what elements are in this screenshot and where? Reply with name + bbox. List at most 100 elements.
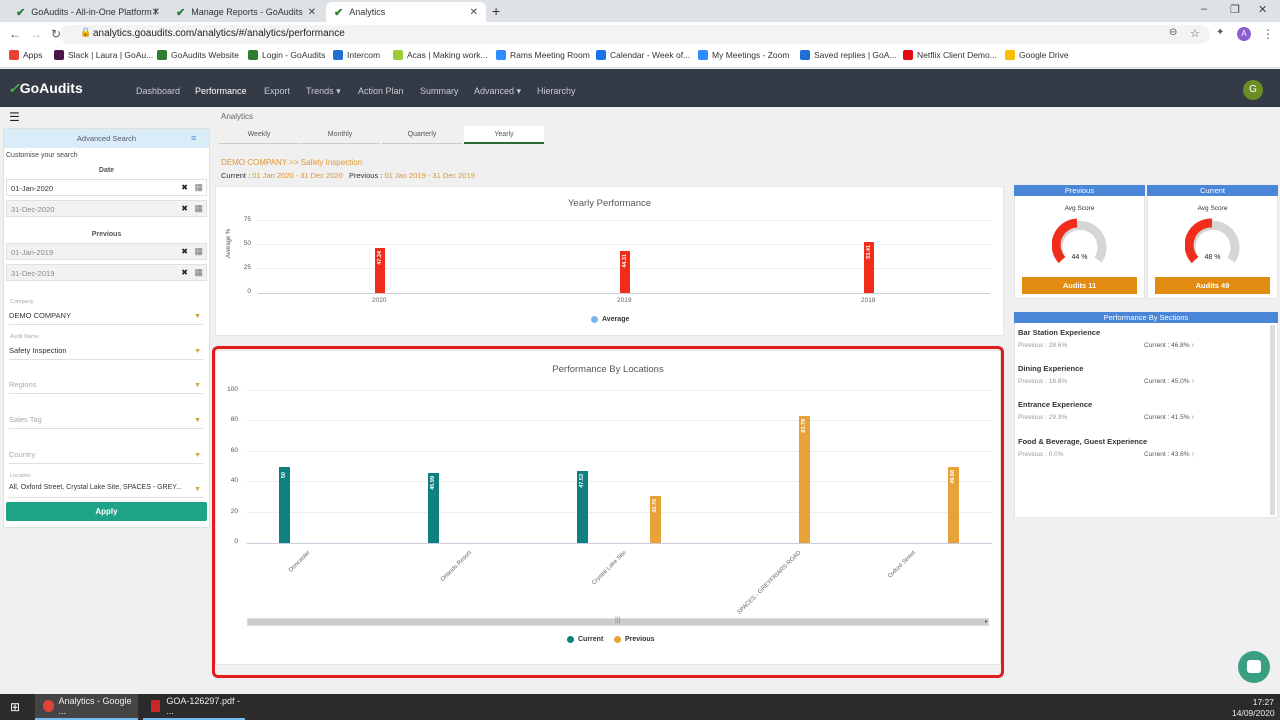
arrow-up-icon: ↑ bbox=[1191, 414, 1195, 421]
legend-dot-icon bbox=[591, 316, 598, 323]
clear-icon[interactable]: ✖ bbox=[181, 247, 188, 256]
extensions-icon[interactable]: ✦ bbox=[1216, 27, 1225, 38]
tab-weekly[interactable]: Weekly bbox=[219, 126, 299, 144]
current-audits-button[interactable]: Audits 49 bbox=[1155, 277, 1270, 294]
chat-launcher-icon[interactable] bbox=[1238, 651, 1270, 683]
scroll-right-icon[interactable]: ▸ bbox=[985, 619, 989, 625]
calendar-icon[interactable]: ▦ bbox=[194, 267, 203, 277]
country-select[interactable]: Country ▼ bbox=[9, 450, 203, 464]
regions-select[interactable]: Regions ▼ bbox=[9, 380, 203, 394]
calendar-icon[interactable]: ▦ bbox=[194, 182, 203, 192]
tab-yearly[interactable]: Yearly bbox=[464, 126, 544, 144]
chart-title: Performance By Locations bbox=[552, 364, 664, 375]
nav-trends[interactable]: Trends ▾ bbox=[306, 86, 341, 96]
bookmark[interactable]: Slack | Laura | GoAu... bbox=[54, 50, 153, 60]
pdf-icon bbox=[151, 700, 161, 712]
prev-from-field[interactable]: 01-Jan-2019 ✖ ▦ bbox=[6, 243, 207, 260]
browser-tab[interactable]: ✔ Manage Reports - GoAudits ✕ bbox=[176, 6, 316, 19]
tab-monthly[interactable]: Monthly bbox=[300, 126, 380, 144]
bar-2020[interactable]: 47.34 bbox=[375, 248, 385, 293]
bookmark[interactable]: Calendar - Week of... bbox=[596, 50, 690, 60]
forward-icon[interactable]: → bbox=[30, 27, 42, 41]
bookmark[interactable]: Intercom bbox=[333, 50, 380, 60]
filter-icon[interactable]: ≡ bbox=[191, 133, 197, 143]
profile-avatar[interactable]: A bbox=[1237, 27, 1251, 41]
browser-tab[interactable]: ✔ GoAudits - All-in-One Platform f ✕ bbox=[16, 6, 160, 19]
calendar-icon[interactable]: ▦ bbox=[194, 246, 203, 256]
previous-audits-button[interactable]: Audits 11 bbox=[1022, 277, 1137, 294]
nav-advanced[interactable]: Advanced ▾ bbox=[474, 86, 522, 96]
legend-dot-icon bbox=[614, 636, 621, 643]
bar-current-doncaster[interactable]: 50 bbox=[279, 467, 290, 543]
system-clock[interactable]: 17:27 14/09/2020 bbox=[1232, 697, 1275, 718]
nav-performance[interactable]: Performance bbox=[195, 86, 247, 96]
hamburger-menu-icon[interactable]: ☰ bbox=[9, 110, 20, 124]
advanced-search-header[interactable]: Advanced Search bbox=[4, 129, 209, 148]
zoom-app-icon bbox=[496, 50, 506, 60]
bar-2018[interactable]: 53.41 bbox=[864, 242, 874, 293]
apply-button[interactable]: Apply bbox=[6, 502, 207, 521]
legend-average[interactable]: Average bbox=[591, 316, 629, 323]
nav-hierarchy[interactable]: Hierarchy bbox=[537, 86, 576, 96]
bar-previous-crystal-lake[interactable]: 30.75 bbox=[650, 496, 661, 543]
company-select[interactable]: DEMO COMPANY ▼ bbox=[9, 311, 203, 325]
close-tab-icon[interactable]: ✕ bbox=[307, 6, 316, 18]
clear-icon[interactable]: ✖ bbox=[181, 268, 188, 277]
chart-scrollbar[interactable]: ||| bbox=[247, 617, 989, 626]
nav-export[interactable]: Export bbox=[264, 86, 291, 96]
bookmark[interactable]: Rams Meeting Room bbox=[496, 50, 590, 60]
date-from-field[interactable]: 01-Jan-2020 ✖ ▦ bbox=[6, 179, 207, 196]
bookmark[interactable]: Acas | Making work... bbox=[393, 50, 488, 60]
taskbar-chrome[interactable]: Analytics - Google ... bbox=[35, 694, 138, 720]
bookmark[interactable]: Netflix Client Demo... bbox=[903, 50, 997, 60]
back-icon[interactable]: ← bbox=[9, 27, 21, 41]
sections-scrollbar[interactable] bbox=[1270, 325, 1275, 515]
close-window-button[interactable]: ✕ bbox=[1258, 4, 1268, 16]
calendar-icon[interactable]: ▦ bbox=[194, 203, 203, 213]
audit-name-label: Audit Name bbox=[10, 334, 39, 340]
url-input[interactable]: analytics.goaudits.com/analytics/#/analy… bbox=[60, 25, 1210, 44]
nav-action-plan[interactable]: Action Plan bbox=[358, 86, 404, 96]
windows-start-icon[interactable]: ⊞ bbox=[10, 700, 21, 714]
bar-current-orlando[interactable]: 45.99 bbox=[428, 473, 439, 543]
bookmark[interactable]: Login - GoAudits bbox=[248, 50, 325, 60]
date-to-field[interactable]: 31-Dec-2020 ✖ ▦ bbox=[6, 200, 207, 217]
close-tab-icon[interactable]: ✕ bbox=[151, 6, 160, 18]
legend-previous[interactable]: Previous bbox=[614, 636, 655, 643]
bookmark[interactable]: My Meetings - Zoom bbox=[698, 50, 789, 60]
clear-icon[interactable]: ✖ bbox=[181, 204, 188, 213]
nav-dashboard[interactable]: Dashboard bbox=[136, 86, 181, 96]
new-tab-button[interactable]: + bbox=[492, 3, 501, 19]
nav-summary[interactable]: Summary bbox=[420, 86, 459, 96]
sections-header: Performance By Sections bbox=[1014, 312, 1278, 323]
minimize-button[interactable]: – bbox=[1201, 3, 1208, 15]
bar-current-crystal-lake[interactable]: 47.53 bbox=[577, 471, 588, 543]
locations-performance-card bbox=[215, 350, 1001, 665]
zoom-icon[interactable]: ⊖ bbox=[1169, 27, 1178, 38]
bookmark[interactable]: GoAudits Website bbox=[157, 50, 239, 60]
clear-icon[interactable]: ✖ bbox=[181, 183, 188, 192]
audit-name-select[interactable]: Safety Inspection ▼ bbox=[9, 346, 203, 360]
browser-tab-active[interactable]: ✔ Analytics ✕ bbox=[326, 2, 486, 22]
bookmark[interactable]: Saved replies | GoA... bbox=[800, 50, 897, 60]
reload-icon[interactable]: ↻ bbox=[51, 27, 62, 41]
tab-quarterly[interactable]: Quarterly bbox=[382, 126, 462, 144]
user-avatar[interactable]: G bbox=[1243, 80, 1263, 100]
bookmark[interactable]: Google Drive bbox=[1005, 50, 1069, 60]
legend-current[interactable]: Current bbox=[567, 636, 603, 643]
bar-previous-oxford[interactable]: 49.88 bbox=[948, 467, 959, 543]
bookmark-apps[interactable]: Apps bbox=[9, 50, 42, 60]
caret-down-icon: ▼ bbox=[194, 417, 201, 424]
goaudits-favicon-icon: ✔ bbox=[16, 6, 26, 19]
menu-icon[interactable]: ⋮ bbox=[1262, 27, 1274, 41]
sales-tag-select[interactable]: Sales Tag ▼ bbox=[9, 415, 203, 429]
prev-to-field[interactable]: 31-Dec-2019 ✖ ▦ bbox=[6, 264, 207, 281]
taskbar-pdf[interactable]: GOA-126297.pdf - ... bbox=[143, 694, 245, 720]
location-select[interactable]: All, Oxford Street, Crystal Lake Site, S… bbox=[9, 484, 203, 498]
restore-button[interactable]: ❐ bbox=[1230, 4, 1240, 16]
bar-2019[interactable]: 44.31 bbox=[620, 251, 630, 293]
goaudits-logo[interactable]: ✓GoAudits bbox=[8, 80, 83, 96]
bar-previous-spaces[interactable]: 83.79 bbox=[799, 416, 810, 543]
close-tab-icon[interactable]: ✕ bbox=[469, 6, 478, 18]
star-icon[interactable]: ☆ bbox=[1190, 28, 1200, 40]
